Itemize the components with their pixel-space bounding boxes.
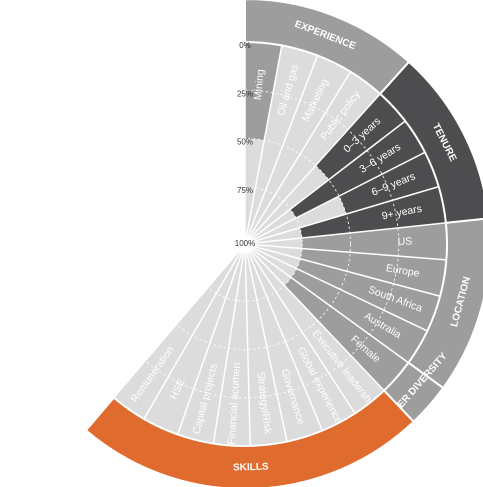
bar-0-3-years bbox=[315, 93, 406, 180]
slice-divider bbox=[249, 71, 352, 237]
slice-divider bbox=[143, 251, 242, 420]
slice-divider bbox=[245, 45, 283, 236]
label-europe: Europe bbox=[385, 262, 421, 280]
bar-6-9-years bbox=[339, 152, 439, 215]
track-global-experience bbox=[248, 251, 356, 431]
bar-9-years bbox=[299, 186, 446, 239]
slice-divider bbox=[253, 185, 439, 243]
slice-divider bbox=[250, 93, 381, 238]
grid-ring-75 bbox=[187, 186, 303, 302]
tick-label-0: 0% bbox=[239, 41, 251, 50]
slice-divider bbox=[249, 251, 356, 414]
slice-divider bbox=[246, 252, 288, 442]
slice-divider bbox=[253, 243, 447, 261]
track-marketing bbox=[248, 55, 351, 237]
bar-south-africa bbox=[296, 258, 441, 331]
group-band-skills bbox=[84, 389, 416, 487]
track-remuneration bbox=[113, 250, 241, 419]
track-governance bbox=[246, 252, 323, 442]
label-us: US bbox=[398, 236, 413, 248]
slice-divider bbox=[113, 250, 240, 399]
tick-label-3: 75% bbox=[237, 186, 253, 195]
slice-divider bbox=[251, 248, 409, 364]
slice-divider bbox=[244, 252, 252, 446]
slice-divider bbox=[250, 250, 385, 392]
bar-female bbox=[284, 277, 409, 391]
bar-mining bbox=[245, 42, 282, 141]
slice-divider bbox=[252, 151, 426, 241]
slice-divider bbox=[251, 120, 406, 240]
track-hse bbox=[144, 251, 242, 435]
track-public-policy bbox=[249, 71, 381, 238]
slice-divider bbox=[176, 252, 243, 435]
track-capital-projects bbox=[177, 252, 244, 444]
tick-label-1: 25% bbox=[237, 89, 253, 98]
track-executive-leadership bbox=[249, 250, 385, 414]
bar-europe bbox=[300, 248, 447, 297]
tick-label-4: 100% bbox=[235, 239, 255, 248]
label-mining: Mining bbox=[252, 69, 267, 101]
slice-divider bbox=[212, 252, 245, 444]
track-oil-and-gas bbox=[246, 45, 318, 236]
tick-label-2: 50% bbox=[237, 138, 253, 147]
slice-divider bbox=[252, 247, 428, 332]
grid-ring-25 bbox=[90, 89, 400, 399]
label-financial-acumen: Financial acumen bbox=[226, 362, 243, 445]
slice-divider bbox=[253, 222, 446, 244]
bar-australia bbox=[291, 268, 428, 363]
slice-divider bbox=[253, 245, 441, 298]
bar-3-6-years bbox=[290, 121, 425, 219]
group-label-skills: SKILLS bbox=[233, 462, 269, 474]
slice-divider bbox=[247, 55, 319, 236]
slice-divider bbox=[247, 252, 323, 431]
